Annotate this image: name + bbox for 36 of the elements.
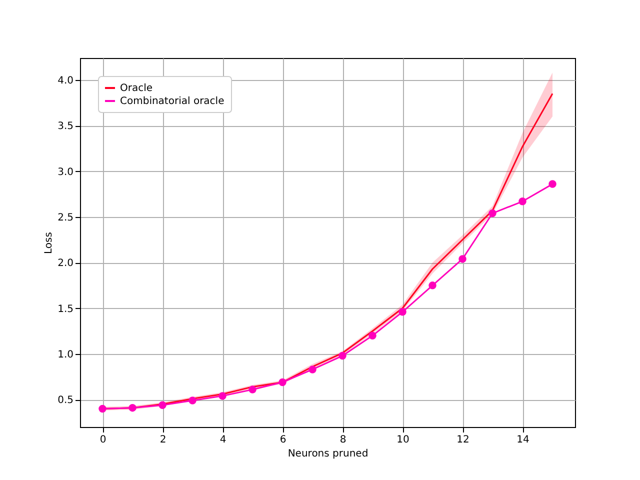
x-tick-label: 4 [220,434,226,446]
point [218,392,226,400]
point [338,352,346,360]
x-tick-label: 10 [396,434,410,446]
point [548,180,556,188]
point [158,401,166,409]
point [98,404,106,413]
point [398,308,406,316]
point [518,198,526,206]
y-tick-label: 0.5 [58,395,74,406]
y-tick-label: 2.0 [58,258,74,270]
x-tick-label: 8 [340,434,346,446]
y-tick-label: 2.5 [58,212,74,224]
y-tick-label: 1.0 [58,349,74,360]
point [428,282,436,290]
y-axis-title: Loss [44,232,55,254]
legend-label: Oracle [120,83,153,94]
x-tick-label: 12 [456,434,470,446]
point [188,396,196,404]
y-tick-label: 3.5 [58,121,74,132]
x-tick-label: 0 [100,434,106,446]
y-tick-label: 4.0 [58,75,74,86]
x-axis-title: Neurons pruned [288,448,368,460]
point [308,366,316,374]
point [488,209,496,218]
point [128,404,136,412]
y-tick-label: 3.0 [58,166,74,178]
point [248,386,256,394]
y-tick-label: 1.5 [58,304,74,315]
point [368,332,376,340]
x-tick-label: 2 [160,434,166,446]
x-tick-label: 14 [516,434,530,446]
point [458,255,466,263]
legend-label: Combinatorial oracle [120,96,224,107]
x-tick-label: 6 [280,434,286,446]
point [278,378,286,386]
